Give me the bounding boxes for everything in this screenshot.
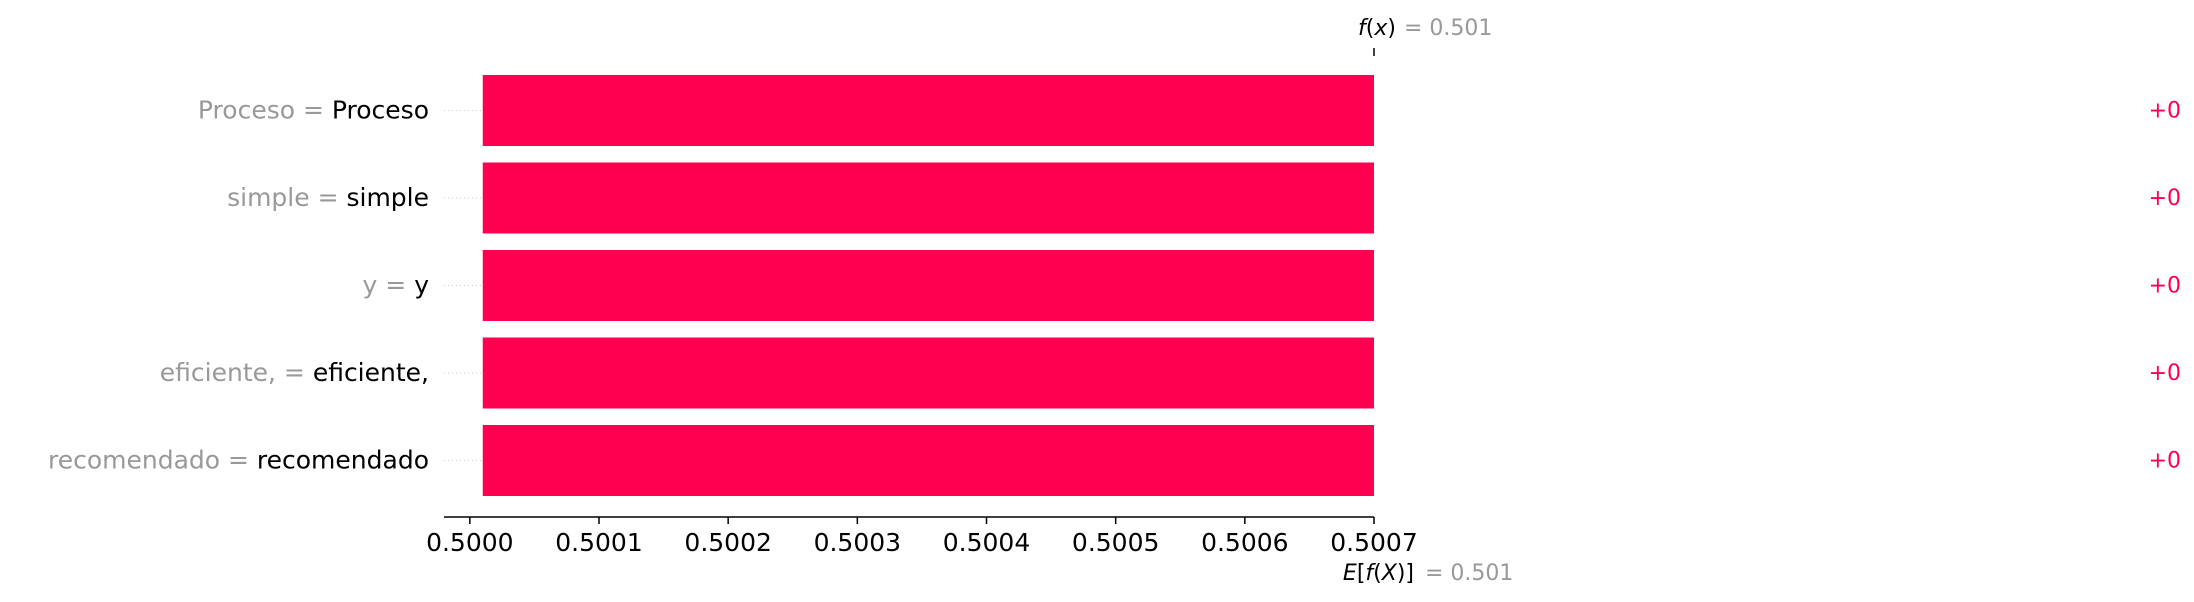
fx-label: f(x) — [1358, 16, 1396, 41]
feature-value: simple — [346, 183, 429, 212]
equals-sign: = — [318, 183, 347, 212]
x-tick-label: 0.5006 — [1201, 528, 1288, 557]
contribution-label: +0 — [2149, 99, 2181, 124]
fx-value: = 0.501 — [1404, 16, 1492, 41]
feature-value: y — [414, 271, 429, 300]
bar — [482, 425, 1374, 496]
x-tick-label: 0.5007 — [1330, 528, 1417, 557]
contribution-label: +0 — [2149, 449, 2181, 474]
efx-annotation: E[f(X)] = 0.501 — [1343, 561, 1514, 586]
bar — [482, 250, 1374, 321]
equals-sign: = — [385, 271, 414, 300]
feature-name: y — [363, 271, 386, 300]
x-tick-label: 0.5001 — [555, 528, 642, 557]
feature-name: simple — [227, 183, 317, 212]
fx-annotation: f(x) = 0.501 — [1358, 16, 1492, 56]
feature-label: recomendado = recomendado — [48, 446, 429, 475]
feature-value: recomendado — [257, 446, 429, 475]
x-tick-label: 0.5003 — [814, 528, 901, 557]
feature-value: Proceso — [332, 96, 429, 125]
feature-value: eficiente, — [313, 358, 429, 387]
equals-sign: = — [284, 358, 313, 387]
row-guides — [444, 110, 486, 461]
x-axis: 0.5000 0.5001 0.5002 0.5003 0.5004 0.5005 0.50… — [426, 516, 1418, 557]
efx-value: = 0.501 — [1425, 561, 1513, 586]
feature-label: Proceso = Proceso — [198, 96, 429, 125]
feature-name: eficiente, — [160, 358, 284, 387]
contribution-label: +0 — [2149, 274, 2181, 299]
contribution-label: +0 — [2149, 361, 2181, 386]
feature-name: recomendado — [48, 446, 220, 475]
bar — [482, 337, 1374, 409]
x-tick-label: 0.5000 — [426, 528, 513, 557]
x-tick-label: 0.5004 — [943, 528, 1030, 557]
bars — [482, 75, 1374, 496]
contribution-label: +0 — [2149, 186, 2181, 211]
x-tick-label: 0.5005 — [1072, 528, 1159, 557]
equals-sign: = — [220, 446, 257, 475]
feature-label: y = y — [363, 271, 430, 300]
efx-label: E[f(X)] — [1343, 561, 1414, 586]
feature-label: simple = simple — [227, 183, 429, 212]
equals-sign: = — [303, 96, 332, 125]
feature-label: eficiente, = eficiente, — [160, 358, 429, 387]
bar — [482, 162, 1374, 234]
feature-labels: Proceso = Proceso simple = simple y = y efi… — [48, 96, 429, 475]
contribution-labels: +0 +0 +0 +0 +0 — [2149, 99, 2181, 474]
feature-name: Proceso — [198, 96, 303, 125]
bar — [482, 75, 1374, 146]
x-tick-label: 0.5002 — [684, 528, 771, 557]
